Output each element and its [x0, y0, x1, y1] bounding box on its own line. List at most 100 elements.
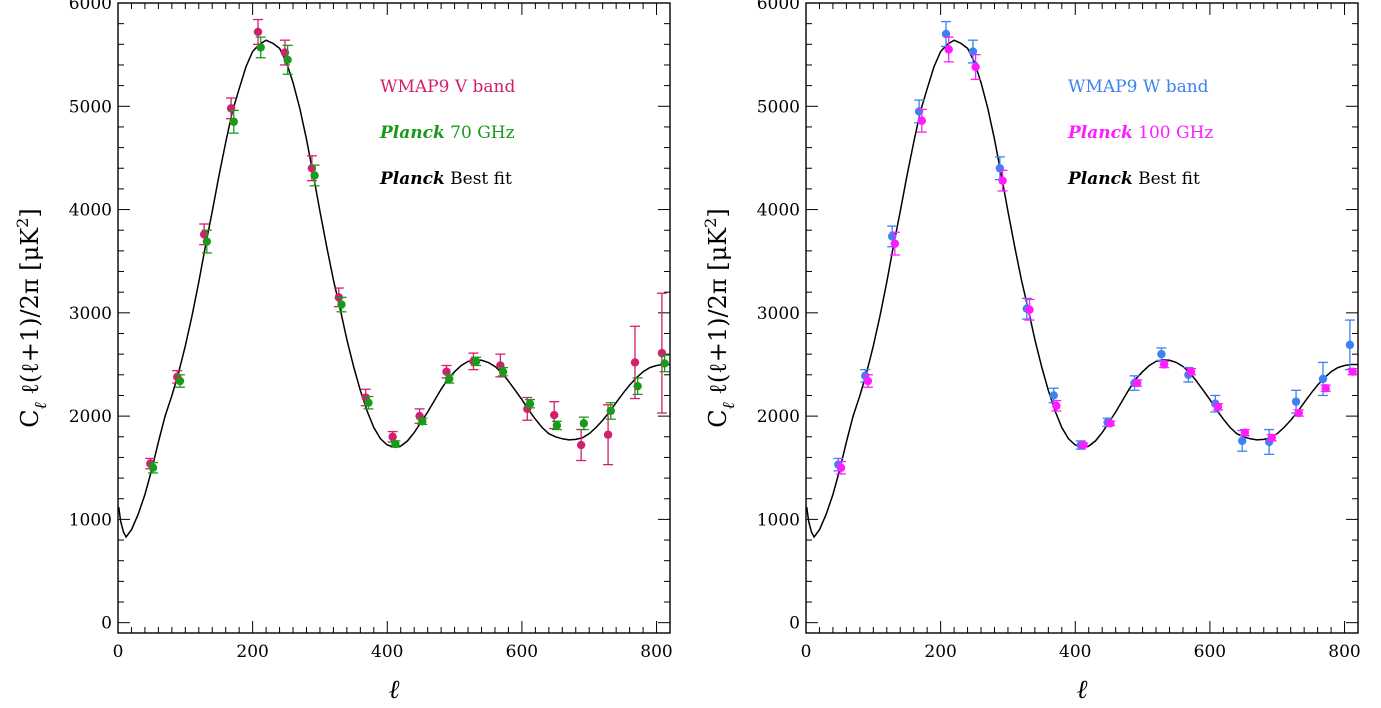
data-point [310, 171, 319, 180]
panel-right: 0 200 400 600 800 0 1000 2000 3000 4000 5000 6000 ℓ C… [701, 0, 1361, 705]
data-point [1213, 402, 1223, 412]
data-point [1049, 391, 1058, 400]
data-point [941, 29, 951, 39]
y-tick-label: 3000 [69, 304, 112, 324]
data-point [1052, 401, 1061, 410]
data-point [418, 417, 427, 426]
series-2 [836, 36, 1358, 475]
data-point [1079, 440, 1088, 450]
data-point [256, 43, 265, 52]
data-point [971, 62, 980, 72]
x-tick-label: 400 [371, 642, 403, 662]
y-tick-label: 0 [101, 614, 112, 634]
data-point [445, 374, 454, 384]
y-tick-label: 6000 [757, 0, 800, 14]
data-point [630, 358, 640, 367]
data-point [498, 367, 508, 376]
data-point [917, 116, 926, 125]
y-tick-label: 2000 [757, 407, 800, 427]
series-2 [148, 36, 670, 474]
data-point [968, 47, 978, 56]
legend: WMAP9 W band Planck 100 GHz Planck Best fi… [1067, 77, 1213, 189]
data-point [1025, 305, 1034, 314]
data-point [550, 410, 559, 420]
x-tick-label: 600 [1194, 642, 1226, 662]
legend-entry: Planck 70 GHz [379, 123, 515, 143]
data-point [552, 421, 562, 430]
y-tick-label: 2000 [69, 407, 112, 427]
legend: WMAP9 V band Planck 70 GHz Planck Best fit [379, 77, 515, 189]
data-point [1318, 374, 1328, 384]
y-tick-label: 4000 [757, 201, 800, 221]
x-tick-label: 0 [113, 642, 124, 662]
y-tick-label: 5000 [69, 97, 112, 117]
data-point [1238, 436, 1247, 446]
data-point [202, 237, 212, 246]
data-point [175, 376, 185, 386]
data-point [364, 398, 373, 407]
x-tick-label: 200 [924, 642, 956, 662]
data-point [1321, 384, 1330, 393]
x-tick-label: 0 [801, 642, 812, 662]
data-point [603, 430, 613, 439]
data-point [606, 406, 615, 416]
data-point [944, 45, 953, 54]
data-point [890, 239, 900, 248]
data-point [283, 55, 292, 65]
data-point [148, 463, 158, 472]
data-point [836, 463, 846, 472]
data-point [660, 359, 669, 368]
y-tick-label: 4000 [69, 201, 112, 221]
plot-frame [117, 2, 671, 634]
data-point [471, 357, 481, 366]
data-point [391, 439, 400, 449]
x-axis-title: ℓ [1077, 675, 1088, 705]
data-point [576, 440, 586, 450]
x-axis-title: ℓ [389, 675, 400, 705]
data-point [998, 176, 1007, 185]
best-fit-curve [117, 39, 670, 539]
data-point [1106, 419, 1115, 428]
data-point [633, 381, 642, 391]
data-point [525, 399, 535, 408]
y-tick-label: 6000 [69, 0, 112, 14]
data-point [579, 419, 589, 428]
data-point [863, 376, 873, 386]
data-point [388, 432, 397, 441]
legend-entry: WMAP9 W band [1068, 77, 1209, 97]
y-axis-title: Cℓ ℓ(ℓ+1)/2π [μK2] [701, 208, 739, 427]
y-tick-label: 0 [789, 614, 800, 634]
data-point [1240, 428, 1250, 437]
x-tick-label: 800 [1328, 642, 1360, 662]
y-tick-label: 5000 [757, 97, 800, 117]
legend-entry: Planck Best fit [1067, 169, 1200, 189]
data-point [337, 300, 346, 309]
data-point [1348, 367, 1357, 376]
x-tick-label: 400 [1059, 642, 1091, 662]
legend-entry: WMAP9 V band [380, 77, 515, 97]
legend-entry: Planck Best fit [379, 169, 512, 189]
data-point [1186, 367, 1196, 376]
y-tick-label: 1000 [757, 510, 800, 530]
y-tick-label: 1000 [69, 510, 112, 530]
y-tick-label: 3000 [757, 304, 800, 324]
data-point [229, 117, 238, 126]
data-point [1157, 349, 1166, 359]
data-point [1294, 408, 1303, 418]
data-point [1291, 397, 1301, 406]
y-axis-title: Cℓ ℓ(ℓ+1)/2π [μK2] [13, 208, 51, 427]
data-point [442, 367, 451, 376]
panel-left: 0 200 400 600 800 0 1000 2000 3000 4000 5000 6000 ℓ C… [13, 0, 673, 705]
x-tick-label: 600 [506, 642, 538, 662]
plot-frame [805, 2, 1359, 634]
best-fit-curve [805, 39, 1358, 539]
data-point [1133, 378, 1142, 388]
legend-entry: Planck 100 GHz [1067, 123, 1213, 143]
x-tick-label: 200 [236, 642, 268, 662]
x-tick-label: 800 [640, 642, 672, 662]
data-point [1267, 433, 1277, 443]
data-point [253, 27, 263, 37]
data-point [1345, 340, 1355, 350]
data-point [1159, 360, 1169, 369]
